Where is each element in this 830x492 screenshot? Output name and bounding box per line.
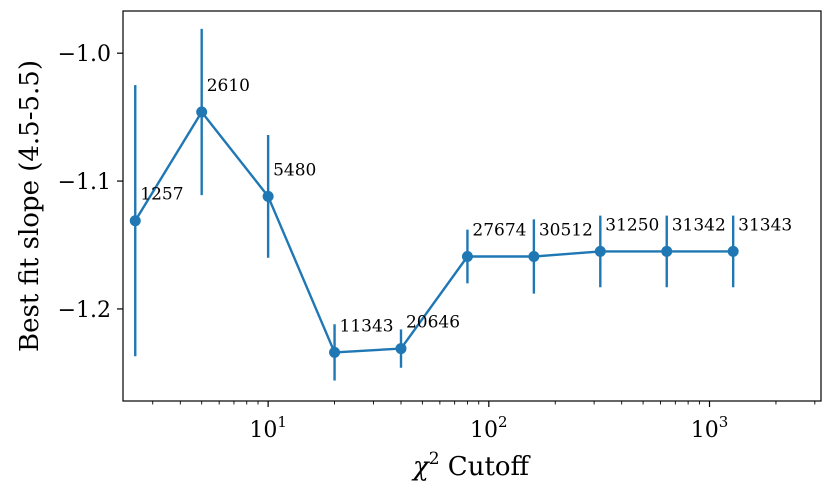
- data-point: [129, 215, 141, 227]
- x-tick-label: 103: [691, 413, 729, 443]
- point-label: 31250: [605, 215, 659, 235]
- x-axis-ticks: 101 102 103: [152, 401, 816, 443]
- data-point: [329, 346, 341, 358]
- data-point: [661, 245, 673, 257]
- point-label: 2610: [207, 76, 250, 96]
- point-label: 31342: [672, 215, 726, 235]
- point-label: 5480: [273, 160, 316, 180]
- y-tick-label: −1.0: [58, 42, 111, 67]
- y-tick-label: −1.2: [58, 298, 111, 323]
- series-line: [134, 110, 734, 354]
- data-point: [262, 190, 274, 202]
- x-axis-label: χ2 Cutoff: [411, 449, 532, 482]
- data-point: [528, 251, 540, 263]
- plot-frame: [122, 10, 822, 402]
- data-point: [395, 343, 407, 355]
- point-label: 31343: [738, 215, 792, 235]
- data-point: [196, 106, 208, 118]
- point-label: 11343: [340, 316, 394, 336]
- point-label: 30512: [539, 221, 593, 241]
- data-point: [461, 251, 473, 263]
- y-axis-ticks: −1.0 −1.1 −1.2: [58, 42, 123, 323]
- data-point: [727, 245, 739, 257]
- point-label: 20646: [406, 313, 460, 333]
- x-tick-label: 101: [249, 413, 287, 443]
- series: 1257 2610 5480 11343 20646 27674 30512 31250 313…: [129, 28, 792, 381]
- point-label: 27674: [472, 221, 526, 241]
- y-tick-label: −1.1: [58, 170, 111, 195]
- y-axis-label: Best fit slope (4.5-5.5): [15, 60, 45, 352]
- x-tick-label: 102: [470, 413, 508, 443]
- point-label: 1257: [140, 185, 183, 205]
- data-point: [594, 245, 606, 257]
